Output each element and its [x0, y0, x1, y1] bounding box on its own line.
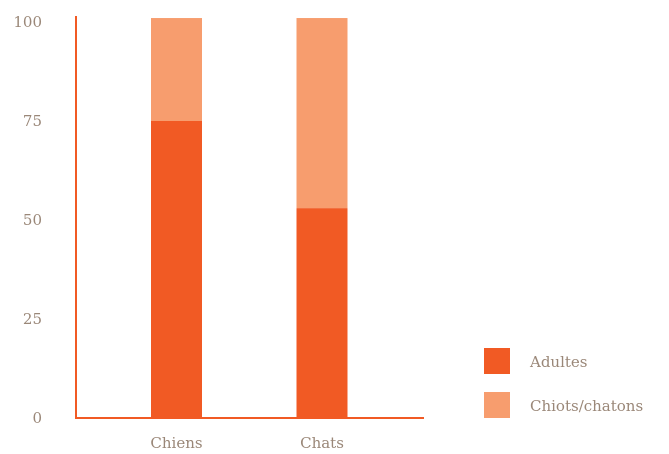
bar-chiens-chiots-chatons [151, 18, 202, 121]
bars [151, 18, 348, 418]
legend-label-adultes: Adultes [529, 353, 588, 371]
x-tick-label-chats: Chats [300, 434, 344, 452]
y-tick-label: 25 [23, 310, 42, 328]
legend-swatch-chiots-chatons [484, 392, 510, 418]
bar-chats-adultes [296, 208, 348, 418]
y-tick-label: 50 [23, 211, 42, 229]
y-tick-label: 100 [13, 13, 42, 31]
x-axis-ticks: Chiens Chats [150, 434, 343, 452]
bar-chiens-adultes [151, 121, 202, 418]
y-tick-label: 75 [23, 112, 42, 130]
x-tick-label-chiens: Chiens [150, 434, 202, 452]
y-axis-ticks: 0 25 50 75 100 [13, 13, 42, 427]
y-tick-label: 0 [32, 409, 42, 427]
bar-chats-chiots-chatons [296, 18, 348, 209]
legend: Adultes Chiots/chatons [484, 348, 643, 418]
legend-swatch-adultes [484, 348, 510, 374]
legend-label-chiots-chatons: Chiots/chatons [530, 397, 643, 415]
